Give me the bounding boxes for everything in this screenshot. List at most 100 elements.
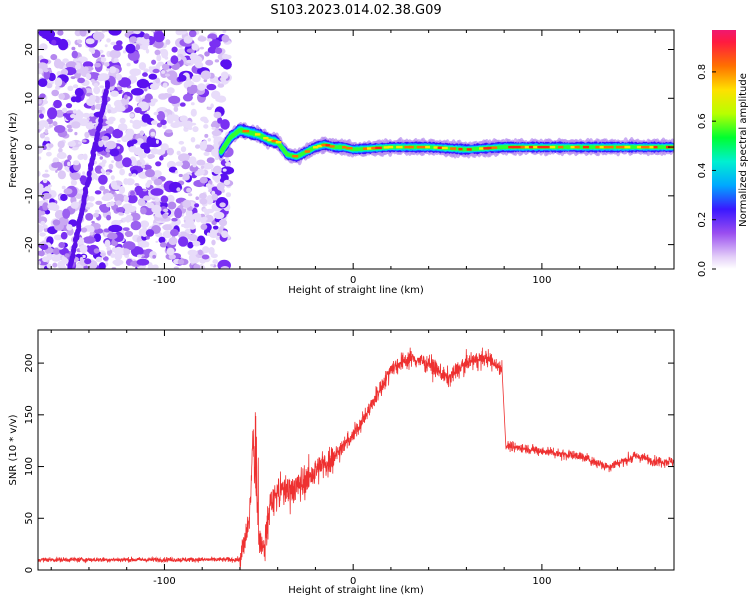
ridge-peak bbox=[533, 145, 539, 149]
noise-speckle bbox=[82, 254, 86, 259]
noise-speckle bbox=[217, 83, 225, 88]
noise-speckle bbox=[166, 147, 174, 156]
y-tick-label: 0 bbox=[24, 144, 35, 150]
noise-speckle bbox=[89, 231, 94, 236]
noise-speckle bbox=[136, 254, 143, 258]
noise-speckle bbox=[153, 31, 165, 43]
noise-speckle bbox=[85, 38, 95, 45]
noise-speckle bbox=[223, 179, 231, 186]
noise-speckle bbox=[44, 169, 49, 173]
colorbar-tick-label: 0.2 bbox=[697, 212, 708, 228]
noise-speckle bbox=[58, 38, 69, 51]
y-tick-label: 100 bbox=[24, 457, 35, 476]
noise-speckle bbox=[98, 174, 108, 185]
noise-speckle bbox=[66, 224, 73, 231]
noise-speckle bbox=[94, 62, 101, 68]
noise-speckle bbox=[225, 192, 232, 198]
noise-speckle bbox=[81, 139, 87, 143]
noise-speckle bbox=[177, 259, 185, 265]
noise-speckle bbox=[200, 165, 205, 169]
noise-speckle bbox=[103, 228, 110, 233]
noise-speckle bbox=[190, 137, 196, 143]
noise-speckle bbox=[110, 175, 115, 181]
noise-streak-mark bbox=[95, 130, 101, 138]
noise-speckle bbox=[94, 165, 103, 174]
noise-speckle bbox=[75, 193, 83, 199]
noise-streak-mark bbox=[86, 170, 92, 178]
ridge-peak bbox=[641, 145, 646, 149]
noise-speckle bbox=[139, 130, 145, 136]
noise-speckle bbox=[215, 47, 223, 54]
colorbar-tick-label: 0.6 bbox=[697, 113, 708, 129]
noise-speckle bbox=[143, 195, 152, 201]
ridge-peak bbox=[607, 145, 614, 149]
ridge-peak bbox=[636, 145, 643, 149]
colorbar-gradient bbox=[712, 30, 736, 269]
noise-speckle bbox=[178, 74, 187, 82]
x-tick-label: 100 bbox=[532, 576, 551, 587]
ridge-peak bbox=[491, 146, 498, 149]
noise-speckle bbox=[170, 228, 179, 237]
noise-speckle bbox=[175, 30, 184, 36]
noise-speckle bbox=[60, 193, 68, 202]
ridge-peak bbox=[317, 144, 323, 148]
noise-speckle bbox=[39, 232, 46, 237]
noise-speckle bbox=[62, 58, 69, 63]
noise-speckle bbox=[168, 95, 181, 104]
noise-speckle bbox=[77, 77, 85, 84]
noise-streak-mark bbox=[97, 122, 103, 130]
y-tick-label: 50 bbox=[24, 512, 35, 525]
noise-speckle bbox=[79, 30, 87, 37]
noise-speckle bbox=[54, 125, 66, 133]
x-tick-label: 100 bbox=[532, 275, 551, 286]
noise-speckle bbox=[130, 190, 135, 196]
noise-speckle bbox=[164, 73, 171, 77]
ridge-peak bbox=[342, 146, 347, 149]
noise-speckle bbox=[222, 30, 227, 34]
ridge-peak bbox=[275, 141, 282, 144]
noise-speckle bbox=[145, 169, 155, 178]
noise-speckle bbox=[82, 153, 88, 161]
ridge-peak bbox=[267, 138, 273, 142]
noise-speckle bbox=[202, 162, 214, 170]
noise-speckle bbox=[109, 148, 120, 157]
noise-speckle bbox=[214, 156, 220, 160]
ridge-peak bbox=[408, 145, 414, 149]
noise-speckle bbox=[46, 263, 52, 269]
ridge-peak bbox=[466, 148, 472, 151]
spectrogram-x-label: Height of straight line (km) bbox=[288, 285, 424, 296]
noise-speckle bbox=[162, 230, 172, 239]
noise-speckle bbox=[145, 182, 151, 188]
noise-speckle bbox=[90, 78, 95, 83]
noise-speckle bbox=[104, 62, 110, 67]
noise-speckle bbox=[165, 129, 173, 134]
noise-speckle bbox=[201, 254, 210, 260]
noise-speckle bbox=[211, 129, 222, 137]
noise-speckle bbox=[48, 143, 54, 148]
noise-speckle bbox=[115, 73, 123, 81]
noise-speckle bbox=[220, 76, 226, 82]
noise-speckle bbox=[42, 224, 48, 229]
noise-speckle bbox=[43, 70, 51, 80]
ridge-peak bbox=[437, 146, 444, 149]
noise-speckle bbox=[140, 142, 151, 150]
noise-speckle bbox=[200, 70, 212, 80]
noise-speckle bbox=[39, 133, 46, 139]
noise-speckle bbox=[38, 30, 50, 37]
ridge-peak bbox=[346, 147, 353, 150]
noise-speckle bbox=[125, 128, 135, 137]
noise-speckle bbox=[155, 139, 159, 144]
noise-speckle bbox=[98, 140, 104, 147]
noise-speckle bbox=[105, 68, 110, 72]
noise-speckle bbox=[129, 113, 135, 118]
noise-speckle bbox=[106, 214, 112, 221]
noise-speckle bbox=[158, 236, 166, 244]
noise-speckle bbox=[147, 262, 153, 268]
noise-speckle bbox=[176, 187, 181, 192]
noise-speckle bbox=[162, 93, 171, 98]
noise-speckle bbox=[101, 135, 109, 141]
noise-speckle bbox=[82, 236, 96, 244]
snr-plot-area bbox=[38, 347, 674, 570]
ridge-peak bbox=[254, 133, 261, 136]
